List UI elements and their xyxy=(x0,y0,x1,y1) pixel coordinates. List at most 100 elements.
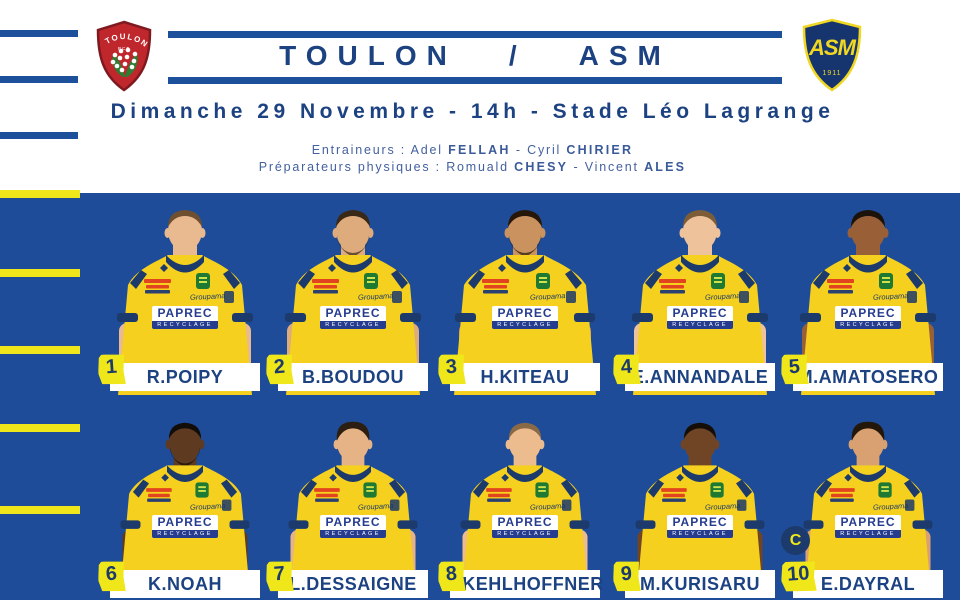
player-number-badge: 4 xyxy=(612,353,641,386)
jersey-collar xyxy=(166,255,204,273)
jersey-sponsor-groupama: Groupama xyxy=(872,291,909,302)
jersey-collar xyxy=(506,255,544,273)
toulon-flowers xyxy=(110,47,138,73)
jersey-shoulder-stripe xyxy=(813,270,830,289)
jersey-sponsor-paprec: PAPREC RECYCLAGE xyxy=(667,515,733,538)
jersey-sponsor-paprec: PAPREC RECYCLAGE xyxy=(835,515,901,538)
jersey-cuff xyxy=(397,520,418,529)
toulon-logo-sub: RCT xyxy=(118,46,130,51)
jersey-sponsor-paprec: PAPREC RECYCLAGE xyxy=(320,515,386,538)
toulon-logo: TOULON RCT xyxy=(96,20,152,92)
jersey-cuff xyxy=(120,520,141,529)
jersey-sponsor-groupama: Groupama xyxy=(529,291,566,302)
green-sponsor-badge xyxy=(710,482,724,498)
green-sponsor-badge xyxy=(536,273,550,289)
jersey-sponsor-groupama: Groupama xyxy=(189,501,226,512)
jersey-collar xyxy=(682,465,718,482)
player-hair xyxy=(851,210,885,227)
green-sponsor-badge xyxy=(879,273,893,289)
player-name-plate: K.NOAH xyxy=(110,570,260,598)
jersey-shoulder-stripe xyxy=(736,479,753,498)
club-patch xyxy=(389,499,400,511)
jersey-cuff xyxy=(915,313,936,322)
jersey-shoulder-stripe xyxy=(300,479,317,498)
asm-monogram: ASM xyxy=(808,35,857,60)
jersey-collar xyxy=(334,255,372,273)
green-sponsor-badge xyxy=(196,273,210,289)
player-card: Groupama PAPREC RECYCLAGE 5 M.AMATOSERO xyxy=(783,205,953,395)
jersey-shoulder-stripe xyxy=(906,270,923,289)
player-number-badge: 5 xyxy=(780,353,809,386)
chest-sponsor-marks xyxy=(312,279,339,294)
macron-logo xyxy=(328,264,336,272)
club-patch xyxy=(566,291,576,303)
green-sponsor-badge xyxy=(535,482,549,498)
player-beard xyxy=(509,235,541,257)
jersey-sponsor-paprec: PAPREC RECYCLAGE xyxy=(492,306,558,329)
jersey-shoulder-stripe xyxy=(904,479,921,498)
jersey-sponsor-paprec: PAPREC RECYCLAGE xyxy=(667,306,733,329)
jersey-cuff xyxy=(460,520,481,529)
asm-year: 1911 xyxy=(822,70,841,77)
club-patch xyxy=(561,499,572,511)
player-beard xyxy=(169,446,201,468)
jersey-shoulder-stripe xyxy=(645,270,662,289)
player-hair xyxy=(683,210,717,227)
asm-shield xyxy=(802,18,862,92)
macron-logo xyxy=(843,264,851,272)
jersey-shoulder-stripe xyxy=(815,479,832,498)
jersey-shoulder-stripe xyxy=(561,479,578,498)
player-name-plate: B.BOUDOU xyxy=(278,363,428,391)
player-name-plate: M.AMATOSERO xyxy=(793,363,943,391)
club-patch xyxy=(907,291,917,303)
jersey-shoulder-stripe xyxy=(738,270,755,289)
player-number-badge: 2 xyxy=(265,353,294,386)
jersey-shoulder-stripe xyxy=(130,270,147,289)
jersey-shoulder-stripe xyxy=(223,270,240,289)
macron-logo xyxy=(498,264,506,272)
jersey-collar xyxy=(335,465,371,482)
jersey-shoulder-stripe xyxy=(472,479,489,498)
match-title: TOULON / ASM xyxy=(168,40,782,72)
player-number-badge: 6 xyxy=(97,560,126,593)
club-patch xyxy=(221,499,232,511)
player-hair xyxy=(168,422,202,439)
macron-logo xyxy=(676,473,684,482)
club-patch xyxy=(739,291,749,303)
decor-bar xyxy=(0,76,78,83)
jersey-collar xyxy=(849,255,887,273)
club-patch xyxy=(224,291,234,303)
decor-bar xyxy=(168,31,782,38)
jersey-cuff xyxy=(232,313,253,322)
jersey-sponsor-paprec: PAPREC RECYCLAGE xyxy=(492,515,558,538)
player-card: Groupama PAPREC RECYCLAGE 10 E.DAYRAL xyxy=(783,418,953,598)
player-photo xyxy=(288,421,418,598)
green-sponsor-badge xyxy=(195,482,209,498)
jersey-cuff xyxy=(400,313,421,322)
player-number-badge: 1 xyxy=(97,353,126,386)
chest-sponsor-marks xyxy=(146,488,172,502)
macron-logo xyxy=(329,473,337,482)
player-hair xyxy=(851,421,885,441)
jersey-cuff xyxy=(455,313,476,322)
player-number-badge: 7 xyxy=(265,560,294,593)
chest-sponsor-marks xyxy=(314,488,340,502)
home-team: TOULON xyxy=(279,40,457,71)
jersey-sponsor-groupama: Groupama xyxy=(357,501,394,512)
jersey-cuff xyxy=(747,313,768,322)
player-number-badge: 10 xyxy=(780,560,817,593)
jersey-sponsor-groupama: Groupama xyxy=(357,291,394,302)
player-hair xyxy=(508,422,542,439)
jersey-cuff xyxy=(117,313,138,322)
player-number-badge: 3 xyxy=(437,353,466,386)
player-card: Groupama PAPREC RECYCLAGE 2 B.BOUDOU xyxy=(268,205,438,395)
jersey-shoulder-stripe xyxy=(468,270,485,289)
player-hair xyxy=(168,210,202,227)
jersey-sponsor-groupama: Groupama xyxy=(189,291,226,302)
green-sponsor-badge xyxy=(878,482,892,498)
player-name-plate: E.ANNANDALE xyxy=(625,363,775,391)
chest-sponsor-marks xyxy=(659,279,686,294)
player-hair xyxy=(683,422,717,439)
chest-sponsor-marks xyxy=(144,279,171,294)
jersey-shoulder-stripe xyxy=(391,270,408,289)
